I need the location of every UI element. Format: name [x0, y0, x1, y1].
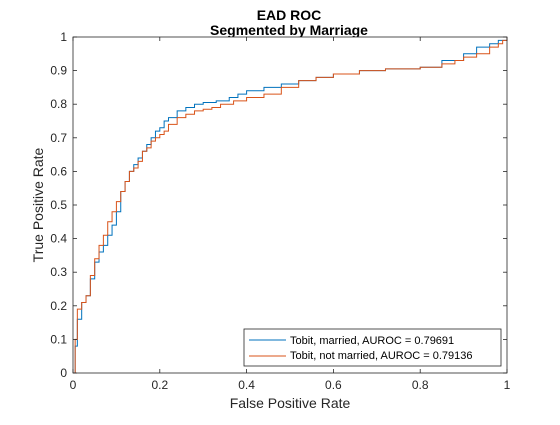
y-tick-label: 1	[60, 30, 67, 44]
legend-box	[243, 328, 502, 367]
chart-title: EAD ROC	[257, 7, 322, 23]
legend-label-not-married: Tobit, not married, AUROC = 0.79136	[290, 350, 473, 362]
x-tick-label: 0.4	[238, 378, 255, 392]
series-line-1	[73, 37, 508, 374]
x-tick-label: 0.8	[412, 378, 429, 392]
y-axis: 0 0.1 0.2 0.3 0.4 0.5 0.6 0.7 0.8 0.9 1	[50, 30, 507, 380]
x-tick-label: 0	[70, 378, 77, 392]
y-tick-label: 0.5	[50, 198, 67, 212]
x-axis: 0 0.2 0.4 0.6 0.8 1	[70, 37, 511, 392]
plot-area	[73, 37, 507, 373]
y-tick-label: 0.9	[50, 64, 67, 78]
x-tick-label: 1	[504, 378, 511, 392]
y-tick-label: 0.7	[50, 131, 67, 145]
x-tick-label: 0.2	[151, 378, 168, 392]
y-tick-label: 0.6	[50, 164, 67, 178]
y-axis-label: True Positive Rate	[30, 147, 46, 262]
chart-subtitle: Segmented by Marriage	[210, 22, 368, 38]
y-tick-label: 0	[60, 366, 67, 380]
y-tick-label: 0.3	[50, 265, 67, 279]
x-axis-label: False Positive Rate	[230, 395, 351, 411]
series-layer	[73, 37, 508, 374]
legend: Tobit, married, AUROC = 0.79691 Tobit, n…	[243, 328, 502, 367]
y-tick-label: 0.8	[50, 97, 67, 111]
x-tick-label: 0.6	[325, 378, 342, 392]
legend-label-married: Tobit, married, AUROC = 0.79691	[290, 335, 454, 347]
y-tick-label: 0.1	[50, 332, 67, 346]
y-tick-label: 0.2	[50, 299, 67, 313]
y-tick-label: 0.4	[50, 232, 67, 246]
